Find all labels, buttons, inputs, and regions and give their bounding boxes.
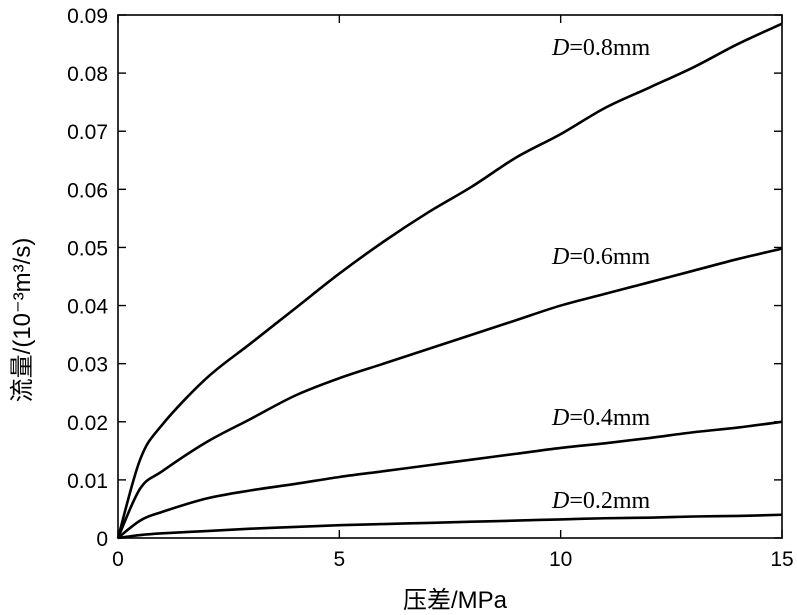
x-tick-label: 15 — [770, 548, 793, 571]
series-label: D=0.4mm — [551, 405, 651, 431]
series-line — [117, 420, 783, 540]
x-tick-label: 5 — [333, 548, 345, 571]
y-tick-label: 0.02 — [67, 412, 108, 435]
x-tick-label: 0 — [112, 548, 124, 571]
y-tick-label: 0.07 — [67, 121, 108, 144]
series-label: D=0.8mm — [551, 35, 651, 61]
y-tick-label: 0.06 — [67, 179, 108, 202]
series-label-rest: =0.6mm — [569, 244, 650, 270]
y-tick-label: 0.05 — [67, 237, 108, 260]
y-tick-label: 0.08 — [67, 63, 108, 86]
series-label: D=0.2mm — [551, 488, 651, 514]
y-axis-title: 流量/(10⁻³m³/s) — [9, 238, 36, 403]
series-label: D=0.6mm — [551, 244, 651, 270]
y-tick-label: 0.04 — [67, 296, 108, 319]
series-label-var: D — [551, 35, 569, 61]
y-tick-label: 0.09 — [67, 5, 108, 28]
series-line — [116, 22, 783, 539]
y-tick-label: 0.01 — [67, 470, 108, 493]
y-tick-label: 0 — [96, 528, 108, 551]
series-label-var: D — [551, 488, 569, 514]
series-label-rest: =0.2mm — [569, 488, 650, 514]
series-label-rest: =0.4mm — [569, 405, 650, 431]
plot-frame — [117, 14, 783, 539]
series-label-var: D — [551, 244, 569, 270]
axis-ticks — [117, 14, 783, 539]
series-lines — [116, 22, 783, 540]
series-line — [117, 513, 783, 540]
series-label-var: D — [551, 405, 569, 431]
y-tick-label: 0.03 — [67, 354, 108, 377]
series-label-rest: =0.8mm — [569, 35, 650, 61]
x-tick-label: 10 — [549, 548, 572, 571]
x-axis-title: 压差/MPa — [403, 587, 508, 614]
axis-tick-labels: 0 5 10 15 0 0.01 0.02 0.03 0.04 0.05 0.06 0.07 0.08 0… — [67, 5, 794, 571]
series-line — [116, 247, 783, 539]
